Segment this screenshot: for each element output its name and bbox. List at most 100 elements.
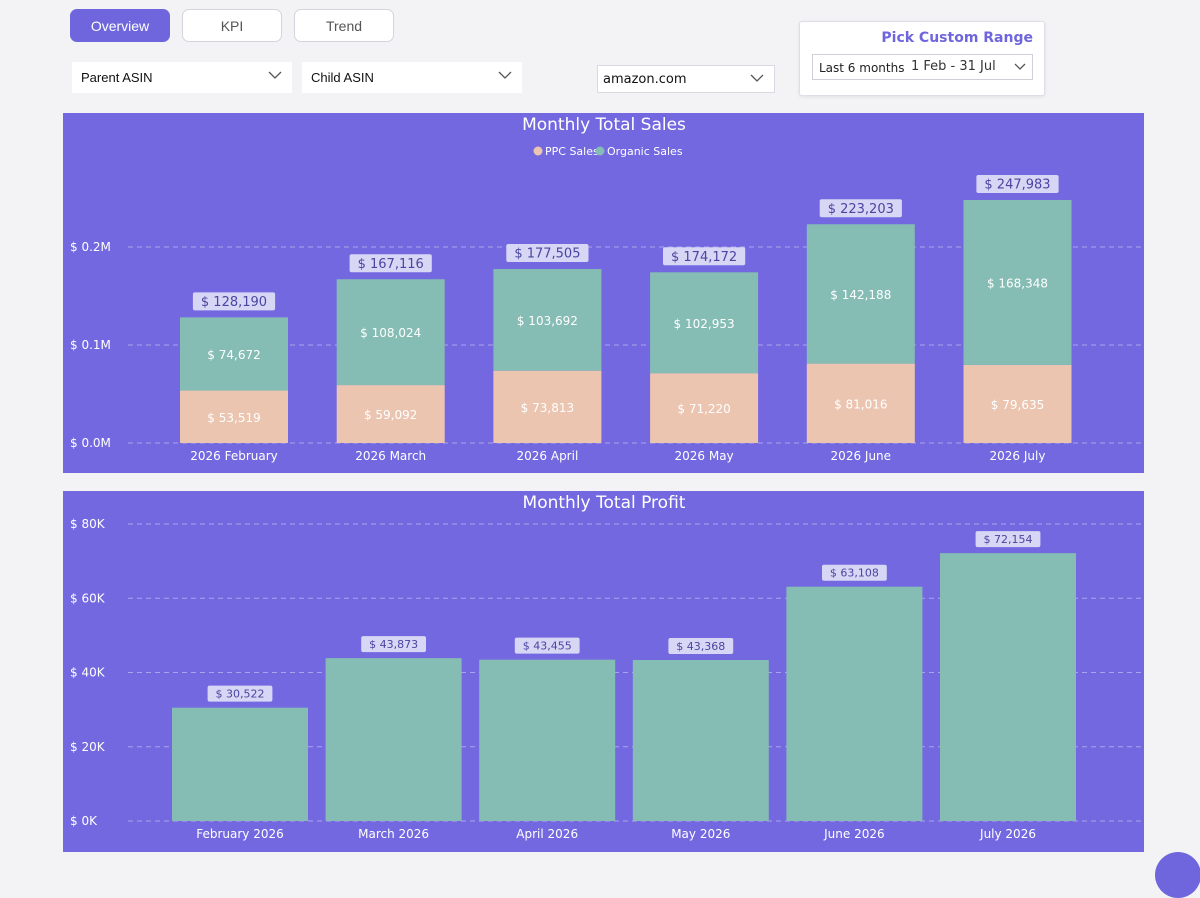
legend-label-0: PPC Sales — [545, 145, 599, 158]
chevron-down-icon — [1014, 63, 1026, 70]
sales-bar-ppc — [650, 373, 759, 443]
parent-asin-label: Parent ASIN — [81, 70, 153, 85]
profit-value-label: $ 43,873 — [369, 638, 418, 651]
parent-asin-dropdown[interactable]: Parent ASIN — [72, 62, 292, 93]
sales-bar-organic — [336, 279, 445, 386]
profit-value-label-bg — [975, 531, 1041, 548]
sales-bar-ppc — [493, 370, 602, 443]
sales-category-label: 2026 July — [990, 449, 1046, 463]
sales-chart-title: Monthly Total Sales — [522, 115, 686, 135]
profit-chart: Monthly Total Profit $ 0K $ 20K $ 40K $ 60K $… — [70, 493, 1141, 841]
sales-total-label-bg — [663, 247, 746, 266]
sales-ytick-label: $ 0.2M — [70, 240, 111, 254]
sales-total-label-bg — [349, 254, 432, 273]
sales-ytick-label: $ 0.1M — [70, 338, 111, 352]
sales-total-label: $ 128,190 — [201, 295, 267, 310]
sales-total-label-bg — [819, 199, 902, 218]
sales-category-label: 2026 April — [517, 449, 579, 463]
profit-bar — [325, 658, 462, 821]
sales-bar-organic — [963, 199, 1072, 365]
legend-label-1: Organic Sales — [607, 145, 683, 158]
organic-value-label: $ 103,692 — [517, 314, 578, 328]
profit-ytick-label: $ 60K — [70, 591, 106, 605]
ppc-value-label: $ 53,519 — [207, 411, 260, 425]
organic-value-label: $ 108,024 — [360, 326, 421, 340]
sales-total-label: $ 177,505 — [514, 247, 580, 262]
sales-bar-ppc — [963, 364, 1072, 443]
profit-bar — [632, 659, 769, 821]
sales-total-label-bg — [192, 292, 276, 311]
profit-category-label: July 2026 — [979, 827, 1036, 841]
profit-value-label: $ 63,108 — [830, 567, 879, 580]
profit-bar — [479, 659, 616, 821]
sales-bar-ppc — [806, 363, 915, 443]
tab-kpi[interactable]: KPI — [182, 9, 282, 42]
ppc-value-label: $ 81,016 — [834, 397, 887, 411]
sales-category-label: 2026 March — [355, 449, 426, 463]
profit-value-label-bg — [361, 636, 426, 653]
range-preset: Last 6 months — [819, 61, 905, 75]
child-asin-label: Child ASIN — [311, 70, 374, 85]
sales-bar-organic — [806, 224, 915, 364]
date-range-dropdown[interactable]: Last 6 months 1 Feb - 31 Jul — [812, 54, 1033, 80]
sales-bar-ppc — [336, 385, 445, 443]
ppc-value-label: $ 79,635 — [991, 398, 1044, 412]
profit-bar — [786, 586, 923, 821]
sales-total-label: $ 247,983 — [984, 178, 1050, 193]
sales-total-label: $ 223,203 — [828, 202, 894, 217]
profit-value-label-bg — [822, 564, 887, 581]
sales-bar-ppc — [180, 390, 288, 443]
tab-overview[interactable]: Overview — [70, 9, 170, 42]
chevron-down-icon — [268, 71, 282, 79]
sales-chart-panel: Monthly Total Sales PPC Sales Organic Sale… — [63, 113, 1144, 473]
organic-value-label: $ 102,953 — [674, 317, 735, 331]
sales-category-label: 2026 February — [190, 449, 278, 463]
profit-value-label: $ 43,368 — [676, 640, 725, 653]
floating-action-button[interactable] — [1155, 852, 1200, 898]
sales-category-label: 2026 May — [675, 449, 734, 463]
profit-ytick-label: $ 40K — [70, 666, 106, 680]
sales-chart: Monthly Total Sales PPC Sales Organic Sale… — [70, 115, 1141, 463]
profit-category-label: April 2026 — [516, 827, 578, 841]
profit-category-label: May 2026 — [671, 827, 730, 841]
profit-chart-title: Monthly Total Profit — [523, 493, 686, 513]
sales-bar-organic — [493, 269, 602, 371]
sales-ytick-label: $ 0.0M — [70, 436, 111, 450]
organic-value-label: $ 142,188 — [830, 288, 891, 302]
sales-total-label-bg — [506, 244, 589, 263]
marketplace-dropdown[interactable]: amazon.com — [597, 65, 775, 93]
profit-ytick-label: $ 0K — [70, 814, 98, 828]
profit-value-label-bg — [207, 685, 273, 702]
chevron-down-icon — [498, 71, 512, 79]
sales-total-label: $ 174,172 — [671, 250, 737, 265]
range-dates: 1 Feb - 31 Jul — [911, 59, 996, 74]
profit-value-label: $ 43,455 — [523, 640, 572, 653]
child-asin-dropdown[interactable]: Child ASIN — [302, 62, 522, 93]
profit-bar — [172, 707, 308, 821]
profit-category-label: February 2026 — [196, 827, 284, 841]
sales-bar-organic — [180, 317, 288, 391]
tab-trend[interactable]: Trend — [294, 9, 394, 42]
profit-value-label: $ 72,154 — [984, 533, 1033, 546]
profit-bar — [940, 553, 1076, 821]
profit-ytick-label: $ 20K — [70, 740, 106, 754]
profit-value-label-bg — [514, 637, 580, 654]
chevron-down-icon — [750, 74, 764, 82]
legend-swatch-0 — [533, 146, 543, 156]
profit-value-label-bg — [668, 637, 734, 654]
profit-ytick-label: $ 80K — [70, 517, 106, 531]
sales-total-label: $ 167,116 — [358, 257, 424, 272]
profit-category-label: June 2026 — [823, 827, 885, 841]
ppc-value-label: $ 71,220 — [677, 402, 730, 416]
organic-value-label: $ 74,672 — [207, 348, 260, 362]
sales-total-label-bg — [976, 174, 1059, 193]
organic-value-label: $ 168,348 — [987, 276, 1048, 290]
date-range-card: Pick Custom Range Last 6 months 1 Feb - … — [799, 21, 1045, 96]
marketplace-label: amazon.com — [603, 71, 687, 87]
profit-value-label: $ 30,522 — [216, 688, 265, 701]
ppc-value-label: $ 73,813 — [521, 401, 574, 415]
profit-chart-panel: Monthly Total Profit $ 0K $ 20K $ 40K $ 60K $… — [63, 491, 1144, 852]
range-title: Pick Custom Range — [881, 30, 1033, 46]
sales-bar-organic — [650, 272, 759, 374]
legend-swatch-1 — [595, 146, 605, 156]
